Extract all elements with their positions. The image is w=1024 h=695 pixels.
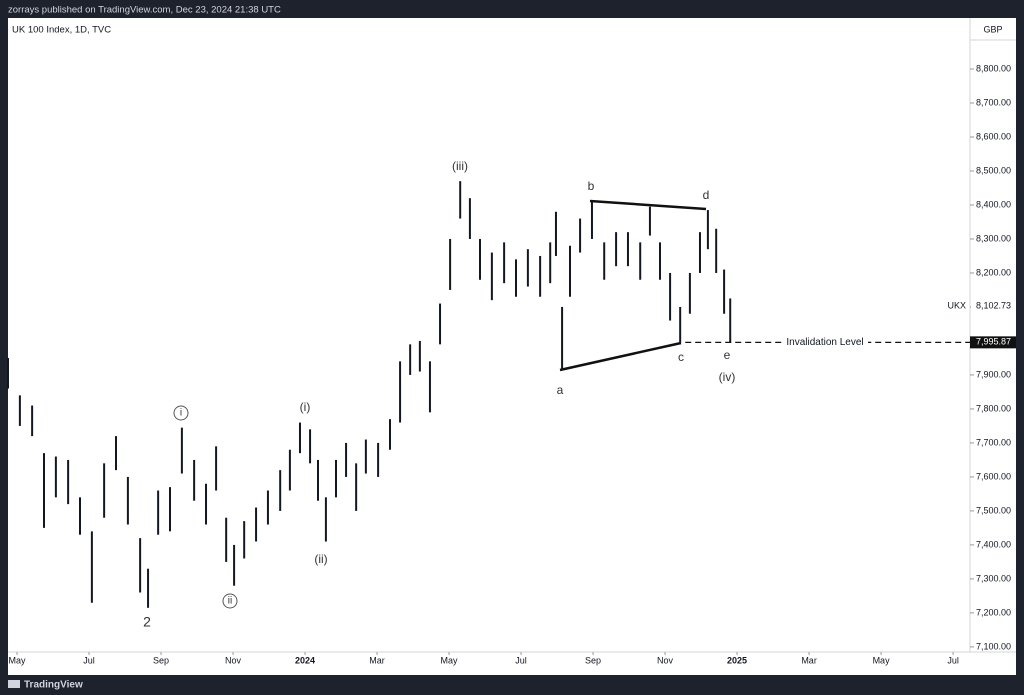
y-tick-label: 7,600.00 — [976, 471, 1011, 481]
x-tick-label: Jul — [947, 655, 959, 665]
annotation: c — [678, 350, 684, 364]
triangle-line — [559, 341, 682, 372]
x-tick-label: Nov — [225, 655, 242, 665]
y-tick-label: 8,300.00 — [976, 233, 1011, 243]
y-tick-label: 8,600.00 — [976, 131, 1011, 141]
annotation: b — [588, 179, 595, 193]
annotation: (iii) — [452, 159, 468, 173]
x-tick-label: Nov — [657, 655, 674, 665]
annotation: d — [703, 188, 710, 202]
footer-brand: TradingView — [24, 680, 83, 691]
x-tick-label: Mar — [801, 655, 817, 665]
annotation: e — [724, 348, 731, 362]
price-line-label: 7,995.87 — [976, 337, 1011, 347]
annotation: (iv) — [719, 370, 736, 384]
last-price-label: 8,102.73 — [976, 300, 1011, 310]
y-tick-label: 7,500.00 — [976, 505, 1011, 515]
x-tick-label: Sep — [153, 655, 169, 665]
circle — [222, 593, 238, 609]
y-tick-label: 7,300.00 — [976, 573, 1011, 583]
symbol-label: UKX — [947, 300, 966, 310]
y-tick-label: 8,700.00 — [976, 97, 1011, 107]
logo — [8, 680, 20, 688]
y-tick-label: 7,800.00 — [976, 403, 1011, 413]
x-tick-label: 2024 — [295, 655, 315, 665]
x-tick-label: May — [873, 655, 891, 665]
x-tick-label: Jul — [83, 655, 95, 665]
y-tick-label: 7,700.00 — [976, 437, 1011, 447]
y-tick-label: 7,400.00 — [976, 539, 1011, 549]
annotation: (i) — [300, 400, 311, 414]
annotation: ii — [228, 596, 232, 607]
y-tick-label: 7,100.00 — [976, 641, 1011, 651]
y-tick-label: 8,500.00 — [976, 165, 1011, 175]
x-tick-label: 2025 — [727, 655, 747, 665]
last-price-tag — [971, 300, 1016, 313]
price-line-tag — [970, 336, 1016, 349]
annotation: i — [180, 408, 182, 419]
circle — [173, 405, 189, 421]
y-tick-label: 7,900.00 — [976, 369, 1011, 379]
x-tick-label: Mar — [369, 655, 385, 665]
price-line-name: Invalidation Level — [786, 337, 863, 348]
triangle-line — [589, 199, 707, 211]
publisher: zorrays published on TradingView.com, De… — [8, 5, 281, 16]
y-tick-label: 8,800.00 — [976, 63, 1011, 73]
annotation: a — [557, 383, 564, 397]
x-tick-label: May — [441, 655, 459, 665]
annotation: (ii) — [314, 552, 327, 566]
x-tick-label: May — [8, 655, 26, 665]
label-bg — [782, 335, 868, 350]
chart-title: UK 100 Index, 1D, TVC — [12, 25, 111, 36]
currency: GBP — [983, 24, 1002, 34]
x-tick-label: Jul — [515, 655, 527, 665]
y-tick-label: 7,200.00 — [976, 607, 1011, 617]
x-tick-label: Sep — [585, 655, 601, 665]
y-tick-label: 8,400.00 — [976, 199, 1011, 209]
annotation: 2 — [143, 614, 151, 630]
y-tick-label: 8,200.00 — [976, 267, 1011, 277]
